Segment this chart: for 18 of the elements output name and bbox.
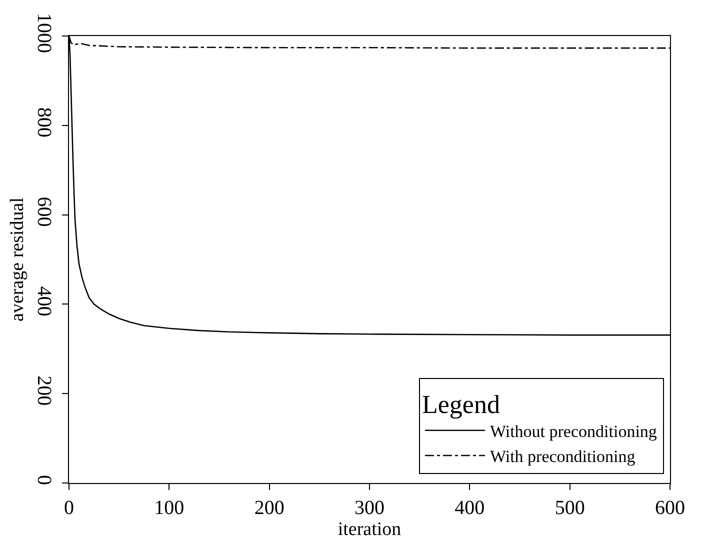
y-tick-label: 400 — [33, 286, 55, 316]
y-tick-label: 600 — [33, 196, 55, 227]
legend-label: With preconditioning — [490, 447, 636, 466]
legend-title: Legend — [422, 390, 500, 419]
x-tick-label: 300 — [354, 497, 384, 519]
x-axis-title: iteration — [338, 519, 402, 540]
x-tick-label: 500 — [554, 497, 585, 519]
y-tick-label: 800 — [33, 107, 55, 138]
x-tick-label: 400 — [454, 497, 485, 519]
x-tick-label: 100 — [154, 497, 184, 519]
x-tick-label: 200 — [254, 497, 284, 519]
y-tick-label: 0 — [33, 475, 55, 485]
x-tick-label: 0 — [64, 497, 74, 519]
y-tick-label: 200 — [33, 376, 55, 406]
y-tick-label: 1000 — [33, 13, 55, 53]
legend-label: Without preconditioning — [490, 422, 658, 442]
x-tick-label: 600 — [655, 497, 685, 519]
y-axis-title: average residual — [6, 198, 28, 322]
